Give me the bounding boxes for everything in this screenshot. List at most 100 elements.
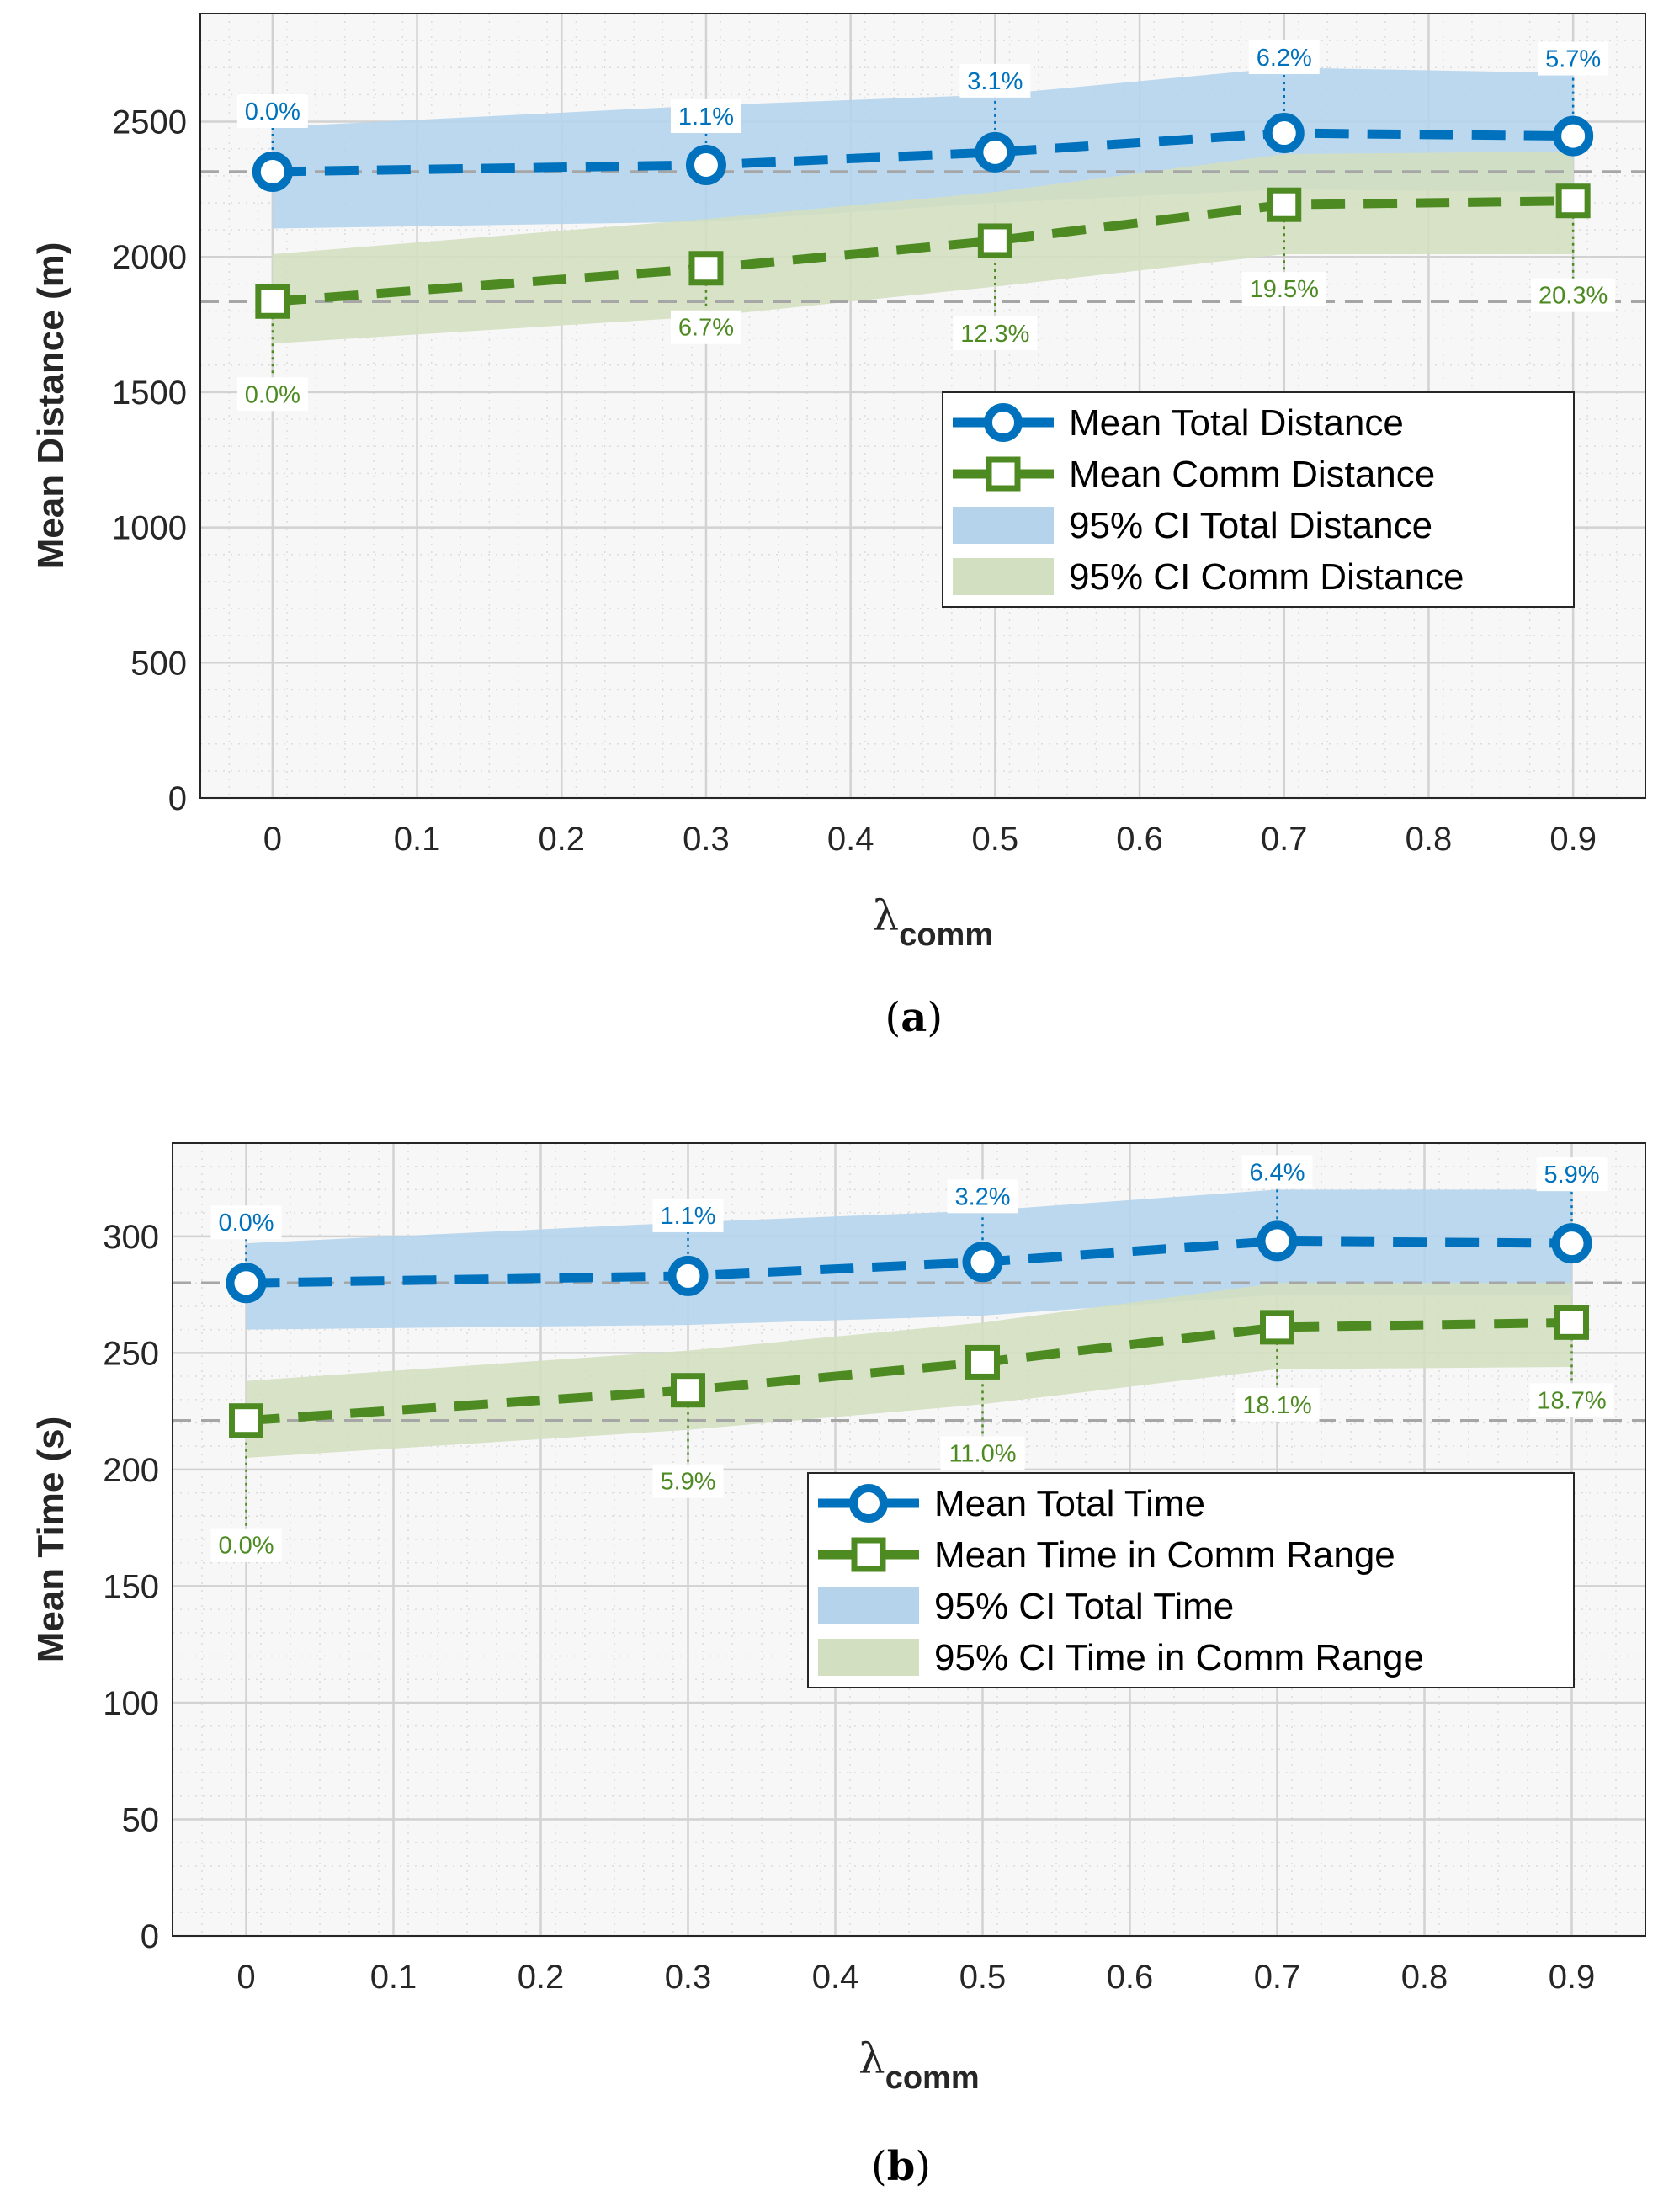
axes-frame	[199, 13, 1646, 799]
annotation-label: 0.0%	[218, 1533, 274, 1560]
annotation-label: 0.0%	[245, 98, 300, 125]
legend-entry-label: 95% CI Total Distance	[1069, 505, 1432, 546]
panel-label-open: (	[885, 994, 901, 1041]
legend-entry-label: 95% CI Time in Comm Range	[934, 1637, 1424, 1678]
x-tick-label: 0.7	[1261, 821, 1308, 858]
data-point-total	[226, 1263, 267, 1304]
annotation-box	[236, 94, 308, 129]
legend-entry-label: Mean Total Time	[934, 1483, 1205, 1524]
annotation-box	[1536, 1157, 1608, 1192]
x-tick-label: 0.8	[1401, 1959, 1448, 1996]
data-point-total	[962, 1242, 1003, 1283]
legend-box	[807, 1472, 1575, 1688]
y-tick-label: 1000	[112, 510, 187, 547]
legend-marker	[851, 1537, 886, 1572]
annotation-label: 20.3%	[1538, 283, 1608, 310]
data-point-total	[1551, 1223, 1592, 1264]
panel-label: (a)	[885, 994, 943, 1041]
data-point-comm	[229, 1403, 263, 1438]
y-axis-label: Mean Time (s)	[30, 1417, 72, 1663]
y-tick-label: 300	[103, 1219, 159, 1256]
annotation-box	[1235, 1387, 1320, 1422]
x-tick-label: 0.5	[972, 821, 1019, 858]
x-tick-label: 0.6	[1116, 821, 1163, 858]
annotation-box	[1241, 1155, 1313, 1189]
legend-entry-label: 95% CI Total Time	[934, 1586, 1234, 1627]
x-axis-subscript: comm	[885, 2060, 980, 2096]
legend: Mean Total Time Mean Time in Comm Range 95…	[807, 1472, 1575, 1688]
annotation-label: 0.0%	[218, 1210, 274, 1236]
annotation-label: 11.0%	[949, 1440, 1016, 1467]
chart-panel-b: 0.0% 1.1% 3.2% 6.4% 5.9% 0.0% 5.9% 11.0% 18.1% 18…	[30, 1142, 1646, 2190]
legend-patch-sample	[953, 507, 1054, 544]
annotation-box	[959, 63, 1031, 98]
legend-patch-sample	[818, 1639, 919, 1676]
data-point-total	[667, 1255, 709, 1296]
x-tick-label: 0	[263, 821, 282, 858]
panel-label-close: )	[915, 2143, 931, 2190]
ci-band-1	[246, 1283, 1572, 1459]
annotation-box	[1241, 272, 1326, 306]
y-tick-label: 0	[141, 1918, 159, 1955]
annotation-label: 6.7%	[678, 315, 734, 342]
data-point-comm	[1554, 1305, 1589, 1340]
y-axis-label: Mean Distance (m)	[30, 242, 72, 570]
annotation-label: 18.7%	[1537, 1387, 1606, 1414]
annotation-label: 5.9%	[1544, 1162, 1599, 1188]
y-tick-label: 2500	[112, 104, 187, 141]
x-axis-label: λcomm	[873, 891, 994, 953]
x-axis-symbol: λ	[873, 891, 900, 940]
x-tick-label: 0.2	[518, 1959, 565, 1996]
axes-frame	[172, 1142, 1646, 1937]
annotation-box	[940, 1436, 1025, 1470]
annotation-label: 6.2%	[1257, 45, 1312, 72]
legend-marker	[984, 403, 1023, 442]
series-line-1	[272, 196, 1574, 306]
x-tick-label: 0.7	[1254, 1959, 1301, 1996]
annotation-label: 18.1%	[1242, 1392, 1311, 1419]
x-tick-label: 0.5	[959, 1959, 1007, 1996]
y-tick-label: 2000	[112, 239, 187, 276]
annotation-label: 5.7%	[1545, 46, 1601, 73]
x-axis-subscript: comm	[899, 917, 993, 953]
legend-entry-label: 95% CI Comm Distance	[1069, 556, 1464, 598]
x-tick-label: 0.4	[827, 821, 874, 858]
x-tick-label: 0.4	[812, 1959, 859, 1996]
x-tick-label: 0.9	[1549, 1959, 1596, 1996]
data-point-comm	[965, 1344, 1000, 1380]
y-tick-label: 100	[103, 1685, 159, 1722]
annotation-box	[210, 1528, 282, 1562]
data-point-total	[252, 152, 293, 193]
panel-label-open: (	[871, 2143, 887, 2190]
y-tick-label: 1500	[112, 375, 187, 412]
annotation-label: 5.9%	[660, 1469, 715, 1496]
x-tick-label: 0.1	[370, 1959, 417, 1996]
annotation-box	[652, 1464, 724, 1498]
panel-label-letter: a	[901, 994, 927, 1041]
annotation-label: 6.4%	[1249, 1159, 1305, 1186]
annotation-box	[236, 377, 308, 412]
x-axis-symbol: λ	[858, 2034, 885, 2083]
x-tick-label: 0.3	[683, 821, 730, 858]
legend-marker	[849, 1484, 888, 1523]
legend-entry-label: Mean Time in Comm Range	[934, 1534, 1395, 1576]
annotation-label: 1.1%	[660, 1203, 715, 1230]
series-line-0	[272, 128, 1574, 177]
data-point-total	[1553, 115, 1594, 157]
legend-entry-label: Mean Total Distance	[1069, 402, 1404, 444]
annotation-label: 19.5%	[1250, 276, 1319, 303]
data-point-comm	[671, 1373, 705, 1408]
annotation-box	[670, 310, 741, 344]
annotation-box	[670, 98, 741, 133]
annotation-label: 3.1%	[967, 68, 1023, 95]
y-tick-label: 500	[130, 645, 187, 682]
annotation-box	[947, 1179, 1018, 1214]
data-point-comm	[1555, 183, 1591, 219]
legend: Mean Total Distance Mean Comm Distance 95%…	[942, 391, 1575, 608]
x-tick-label: 0.6	[1107, 1959, 1154, 1996]
y-tick-label: 0	[168, 780, 187, 817]
legend-marker	[986, 456, 1021, 492]
legend-patch-sample	[953, 558, 1054, 595]
y-tick-label: 200	[103, 1452, 159, 1489]
